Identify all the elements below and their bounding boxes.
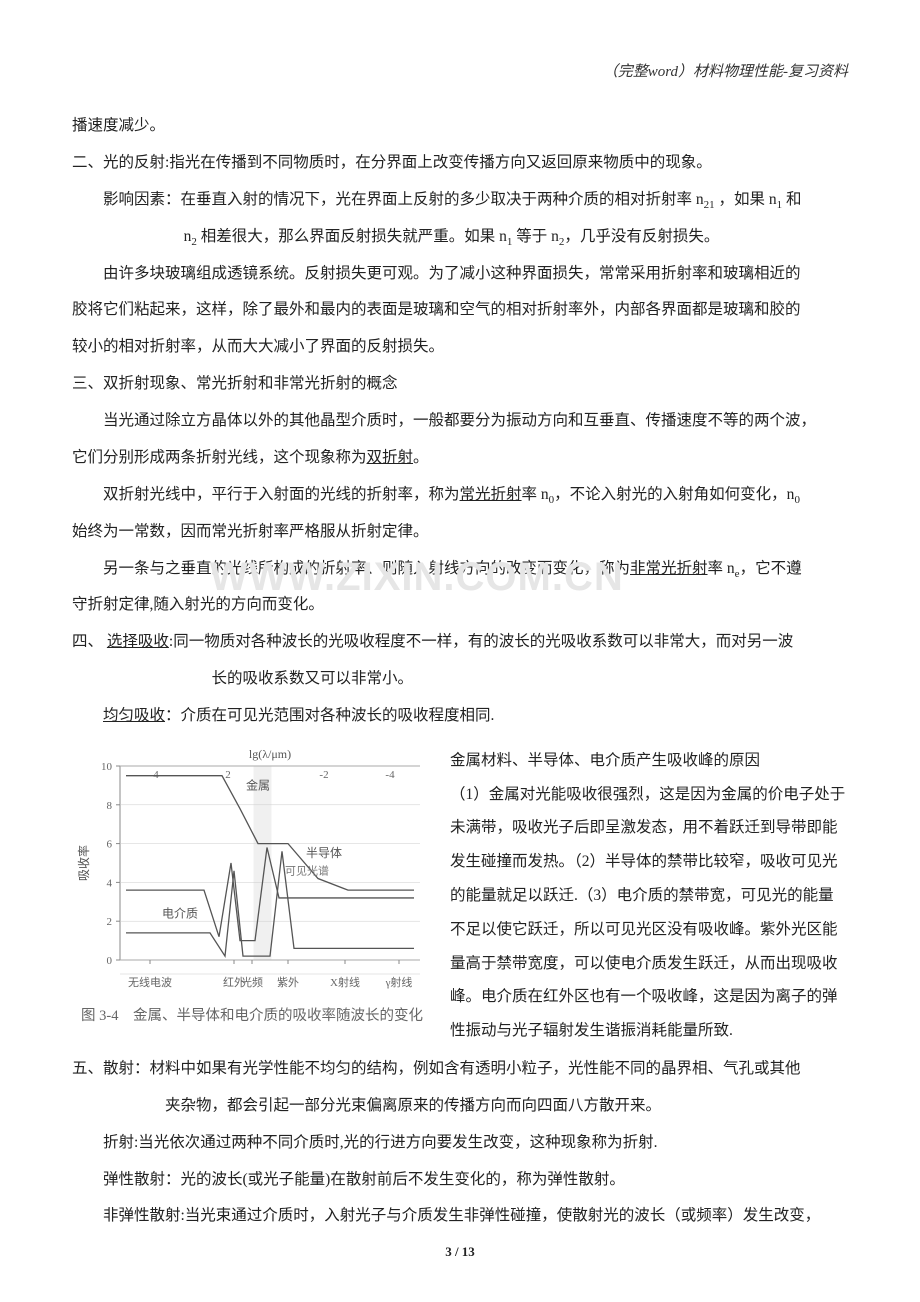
text: 和 xyxy=(782,191,801,208)
underline-term: 常光折射 xyxy=(460,486,522,503)
svg-text:-2: -2 xyxy=(319,769,328,781)
text: 长的吸收系数又可以非常小。 xyxy=(212,670,414,687)
underline-term: 选择吸收 xyxy=(107,633,169,650)
svg-text:6: 6 xyxy=(107,838,113,850)
section-heading: 五、散射：材料中如果有光学性能不均匀的结构，例如含有透明小粒子，光性能不同的晶界… xyxy=(72,1052,848,1087)
section-heading: 四、 选择吸收:同一物质对各种波长的光吸收程度不一样，有的波长的光吸收系数可以非… xyxy=(72,625,848,660)
text: 非弹性散射:当光束通过介质时，入射光子与介质发生非弹性碰撞，使散射光的波长（或频… xyxy=(103,1207,820,1224)
paragraph: 它们分别形成两条折射光线，这个现象称为双折射。 xyxy=(72,441,848,476)
text: 当光通过除立方晶体以外的其他晶型介质时，一般都要分为振动方向和互垂直、传播速度不… xyxy=(103,412,816,429)
text: :同一物质对各种波长的光吸收程度不一样，有的波长的光吸收系数可以非常大，而对另一… xyxy=(169,633,793,650)
page-header: （完整word）材料物理性能-复习资料 xyxy=(72,60,848,81)
paragraph: 当光通过除立方晶体以外的其他晶型介质时，一般都要分为振动方向和互垂直、传播速度不… xyxy=(72,404,848,439)
text: 夹杂物，都会引起一部分光束偏离原来的传播方向而向四面八方散开来。 xyxy=(165,1097,661,1114)
paragraph: 折射:当光依次通过两种不同介质时,光的行进方向要发生改变，这种现象称为折射. xyxy=(72,1126,848,1161)
paragraph: 双折射光线中，平行于入射面的光线的折射率，称为常光折射率 n 0，不论入射光的入射… xyxy=(72,478,848,513)
svg-text:0: 0 xyxy=(107,955,113,967)
paragraph: 长的吸收系数又可以非常小。 xyxy=(72,662,848,697)
underline-term: 非常光折射 xyxy=(630,560,708,577)
svg-text:2: 2 xyxy=(225,769,231,781)
chart-svg: lg(λ/μm)42-2-40246810吸收率无线电波红外光频紫外X射线γ射线… xyxy=(72,744,432,994)
page-number: 3 / 13 xyxy=(445,1244,475,1259)
svg-text:紫外: 紫外 xyxy=(277,976,299,989)
svg-text:光频: 光频 xyxy=(241,975,263,989)
text: 二、光的反射:指光在传播到不同物质时，在分界面上改变传播方向又返回原来物质中的现… xyxy=(72,154,712,171)
text: 。 xyxy=(413,449,429,466)
underline-term: 双折射 xyxy=(367,449,414,466)
text: ，如果 n xyxy=(715,191,777,208)
text: 影响因素：在垂直入射的情况下，光在界面上反射的多少取决于两种介质的相对折射率 n xyxy=(103,191,704,208)
paragraph: 夹杂物，都会引起一部分光束偏离原来的传播方向而向四面八方散开来。 xyxy=(72,1089,848,1124)
figure-caption: 图 3-4 金属、半导体和电介质的吸收率随波长的变化 xyxy=(72,1000,432,1033)
svg-text:金属: 金属 xyxy=(246,777,270,792)
section-heading: 三、双折射现象、常光折射和非常光折射的概念 xyxy=(72,367,848,402)
svg-text:γ射线: γ射线 xyxy=(385,975,413,989)
paragraph: 播速度减少。 xyxy=(72,109,848,144)
text: 率 n xyxy=(522,486,549,503)
svg-text:4: 4 xyxy=(153,769,159,781)
text: 它们分别形成两条折射光线，这个现象称为 xyxy=(72,449,367,466)
side-heading: 金属材料、半导体、电介质产生吸收峰的原因 xyxy=(450,744,848,778)
svg-text:8: 8 xyxy=(107,800,113,812)
underline-term: 均匀吸收 xyxy=(103,707,165,724)
text: ，几乎没有反射损失。 xyxy=(564,228,719,245)
text: ：介质在可见光范围对各种波长的吸收程度相同. xyxy=(165,707,494,724)
paragraph: 较小的相对折射率，从而大大减小了界面的反射损失。 xyxy=(72,330,848,365)
absorption-chart: lg(λ/μm)42-2-40246810吸收率无线电波红外光频紫外X射线γ射线… xyxy=(72,744,432,994)
text: ，它不遵 xyxy=(740,560,802,577)
section-heading: 二、光的反射:指光在传播到不同物质时，在分界面上改变传播方向又返回原来物质中的现… xyxy=(72,146,848,181)
figure-side-text: 金属材料、半导体、电介质产生吸收峰的原因 （1）金属对光能吸收很强烈，这是因为金… xyxy=(450,744,848,1048)
side-paragraph: （1）金属对光能吸收很强烈，这是因为金属的价电子处于未满带，吸收光子后即呈激发态… xyxy=(450,778,848,1048)
svg-text:吸收率: 吸收率 xyxy=(76,845,91,881)
text: 三、双折射现象、常光折射和非常光折射的概念 xyxy=(72,375,398,392)
figure-row: lg(λ/μm)42-2-40246810吸收率无线电波红外光频紫外X射线γ射线… xyxy=(72,744,848,1048)
text: 率 n xyxy=(708,560,735,577)
svg-text:可见光谱: 可见光谱 xyxy=(285,864,329,878)
text: 五、散射：材料中如果有光学性能不均匀的结构，例如含有透明小粒子，光性能不同的晶界… xyxy=(72,1060,801,1077)
text: 播速度减少。 xyxy=(72,117,165,134)
header-title: （完整word）材料物理性能-复习资料 xyxy=(603,64,848,80)
svg-text:半导体: 半导体 xyxy=(306,846,342,860)
text: 较小的相对折射率，从而大大减小了界面的反射损失。 xyxy=(72,338,444,355)
subscript: 21 xyxy=(704,199,715,211)
text: 相差很大，那么界面反射损失就严重。如果 n xyxy=(197,228,507,245)
watermark: WWW.ZIXIN.COM.CN xyxy=(210,555,624,600)
text: 弹性散射：光的波长(或光子能量)在散射前后不发生变化的，称为弹性散射。 xyxy=(103,1171,625,1188)
document-body: 播速度减少。 二、光的反射:指光在传播到不同物质时，在分界面上改变传播方向又返回… xyxy=(72,109,848,1234)
page-footer: 3 / 13 xyxy=(0,1244,920,1260)
paragraph: 由许多块玻璃组成透镜系统。反射损失更可观。为了减小这种界面损失，常常采用折射率和… xyxy=(72,257,848,292)
svg-text:X射线: X射线 xyxy=(330,975,360,989)
svg-text:lg(λ/μm): lg(λ/μm) xyxy=(249,747,291,761)
text: 胶将它们粘起来，这样，除了最外和最内的表面是玻璃和空气的相对折射率外，内部各界面… xyxy=(72,301,801,318)
text: 折射:当光依次通过两种不同介质时,光的行进方向要发生改变，这种现象称为折射. xyxy=(103,1134,658,1151)
figure-box: lg(λ/μm)42-2-40246810吸收率无线电波红外光频紫外X射线γ射线… xyxy=(72,744,432,1033)
text: 由许多块玻璃组成透镜系统。反射损失更可观。为了减小这种界面损失，常常采用折射率和… xyxy=(103,265,801,282)
text: 等于 n xyxy=(512,228,559,245)
svg-text:2: 2 xyxy=(107,916,113,928)
text: ，不论入射光的入射角如何变化，n xyxy=(554,486,794,503)
paragraph: 非弹性散射:当光束通过介质时，入射光子与介质发生非弹性碰撞，使散射光的波长（或频… xyxy=(72,1199,848,1234)
text: 四、 xyxy=(72,633,107,650)
paragraph: 均匀吸收：介质在可见光范围对各种波长的吸收程度相同. xyxy=(72,699,848,734)
paragraph: 影响因素：在垂直入射的情况下，光在界面上反射的多少取决于两种介质的相对折射率 n… xyxy=(72,183,848,218)
paragraph: 始终为一常数，因而常光折射率严格服从折射定律。 xyxy=(72,515,848,550)
svg-text:4: 4 xyxy=(107,877,113,889)
subscript: 0 xyxy=(794,494,800,506)
svg-text:无线电波: 无线电波 xyxy=(128,975,172,989)
svg-text:10: 10 xyxy=(101,761,113,773)
svg-text:电介质: 电介质 xyxy=(162,906,198,920)
svg-text:-4: -4 xyxy=(385,769,395,781)
paragraph: 胶将它们粘起来，这样，除了最外和最内的表面是玻璃和空气的相对折射率外，内部各界面… xyxy=(72,293,848,328)
paragraph: 弹性散射：光的波长(或光子能量)在散射前后不发生变化的，称为弹性散射。 xyxy=(72,1163,848,1198)
text: 始终为一常数，因而常光折射率严格服从折射定律。 xyxy=(72,523,429,540)
text: 双折射光线中，平行于入射面的光线的折射率，称为 xyxy=(103,486,460,503)
paragraph: n2 相差很大，那么界面反射损失就严重。如果 n1 等于 n2，几乎没有反射损失… xyxy=(72,220,848,255)
